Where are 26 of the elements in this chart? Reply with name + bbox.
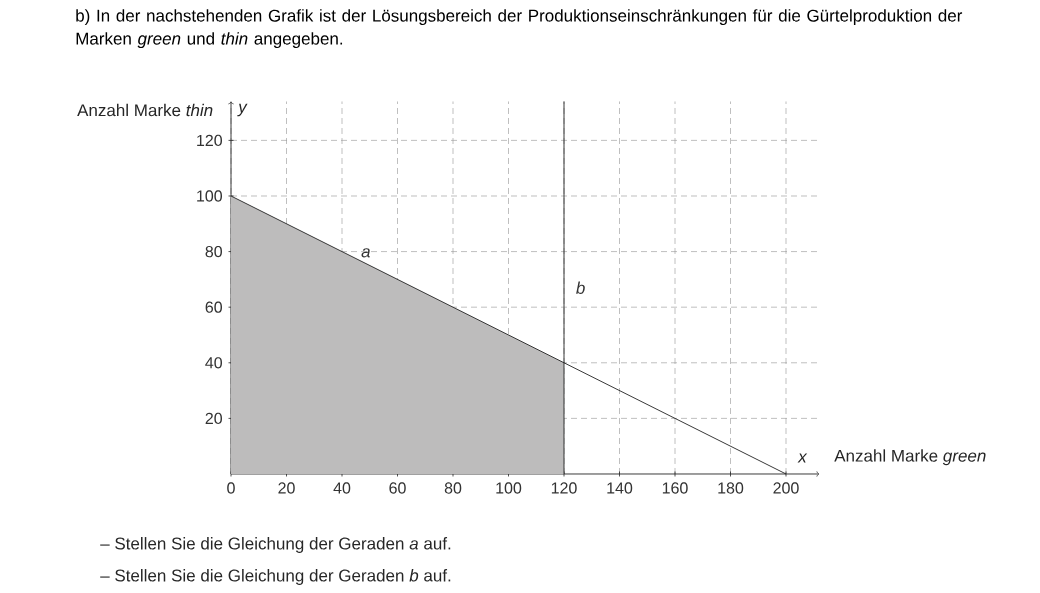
x-tick-label: 140 [607, 482, 633, 494]
series-label: a [361, 248, 370, 258]
x-tick-label: 120 [551, 482, 577, 494]
y-tick-label: 120 [197, 134, 222, 147]
x-tick-label: 80 [444, 482, 462, 494]
x-tick-label: 20 [278, 482, 295, 494]
x-tick-label: 40 [333, 482, 351, 494]
x-axis-title: Anzahl Marke green [834, 449, 986, 466]
text: – Stellen Sie die Gleichung der Geraden a auf. [100, 537, 451, 553]
x-tick-label: 160 [662, 482, 688, 494]
annotation: x [797, 453, 808, 463]
x-tick-label: 200 [773, 482, 799, 494]
x-tick-label: 100 [496, 482, 522, 494]
y-tick-label: 20 [205, 412, 223, 425]
ref-line-label: b [576, 281, 585, 294]
x-tick-label: 0 [227, 482, 235, 494]
y-tick-label: 60 [205, 301, 223, 313]
y-tick-label: 100 [197, 190, 222, 202]
x-tick-label: 60 [389, 482, 406, 494]
x-tick-label: 180 [718, 482, 744, 494]
y-tick-label: 80 [205, 245, 223, 258]
y-tick-label: 40 [205, 357, 223, 369]
chart-title: b) In der nachstehenden Grafik ist der Lösungsbereich der Produktionseinschränkungen für die Gürtelproduktion der Marken green und thin angegeben. [76, 9, 963, 49]
annotation: y [237, 103, 248, 117]
y-axis-title: Anzahl Marke thin [77, 103, 213, 117]
text: – Stellen Sie die Gleichung der Geraden b auf. [100, 569, 451, 585]
